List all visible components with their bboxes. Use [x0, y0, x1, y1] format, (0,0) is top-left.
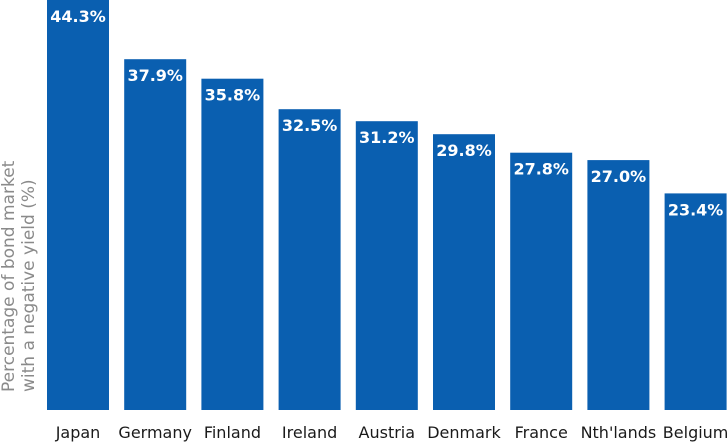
bar-belgium — [664, 193, 727, 410]
category-label: Austria — [359, 423, 416, 442]
bar-denmark — [433, 134, 495, 410]
category-label: Ireland — [282, 423, 337, 442]
value-label: 44.3% — [50, 7, 106, 26]
category-label: Germany — [118, 423, 192, 442]
value-label: 32.5% — [282, 116, 338, 135]
category-label: Belgium — [663, 423, 727, 442]
bar-nth-lands — [587, 160, 650, 410]
bar-group: 44.3% Japan 37.9% Germany 35.8% Finland 32.5% I… — [47, 0, 727, 442]
bar-germany — [124, 59, 187, 410]
value-label: 23.4% — [668, 200, 724, 219]
value-label: 31.2% — [359, 128, 415, 147]
value-label: 29.8% — [436, 141, 492, 160]
y-axis-title-line-2: with a negative yield (%) — [19, 179, 39, 392]
value-label: 27.0% — [591, 167, 647, 186]
value-label: 37.9% — [127, 66, 183, 85]
category-label: Nth'lands — [581, 423, 657, 442]
y-axis-title-line-1: Percentage of bond market — [0, 160, 19, 392]
value-label: 35.8% — [205, 86, 261, 105]
bar-finland — [201, 78, 264, 410]
bar-japan — [47, 0, 109, 410]
bar-austria — [355, 121, 418, 410]
category-label: France — [515, 423, 568, 442]
bar-ireland — [278, 109, 341, 410]
category-label: Japan — [55, 423, 101, 442]
category-label: Finland — [204, 423, 261, 442]
category-label: Denmark — [427, 423, 501, 442]
bar-france — [510, 152, 573, 410]
value-label: 27.8% — [513, 160, 569, 179]
